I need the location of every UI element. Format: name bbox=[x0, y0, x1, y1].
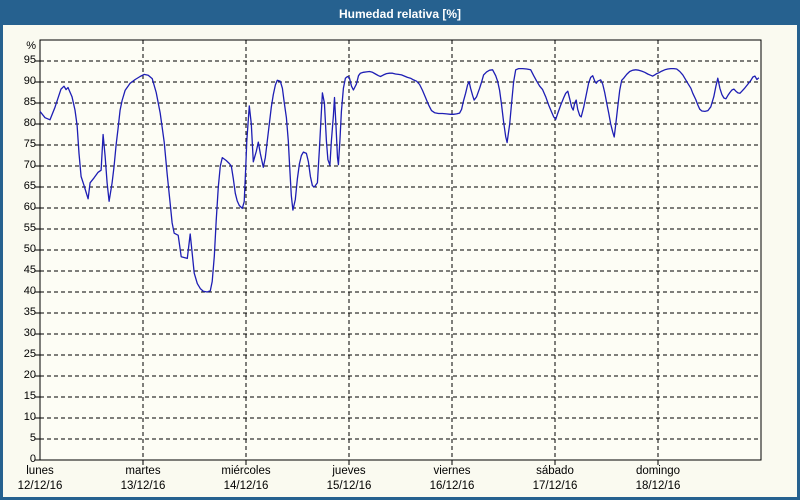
x-date-label: 18/12/16 bbox=[635, 480, 681, 492]
x-day-label: viernes bbox=[433, 465, 471, 477]
x-date-label: 13/12/16 bbox=[120, 480, 166, 492]
x-day-label: martes bbox=[125, 465, 161, 477]
y-tick-label: 25 bbox=[23, 348, 36, 360]
y-tick-label: 15 bbox=[23, 390, 36, 402]
humidity-line-chart bbox=[35, 39, 762, 465]
y-tick-label: 95 bbox=[23, 54, 36, 66]
x-day-label: jueves bbox=[332, 465, 366, 477]
x-day-label: domingo bbox=[635, 465, 681, 477]
chart-area: % 0 5 10 15 20 25 30 35 40 45 50 55 60 65 70 75 80 85 90 95… bbox=[3, 25, 797, 497]
y-tick-label: 90 bbox=[23, 75, 36, 87]
plot-border bbox=[39, 39, 762, 461]
y-tick-label: 35 bbox=[23, 306, 36, 318]
x-tick-label: sábado 17/12/16 bbox=[503, 464, 607, 494]
x-tick-label: viernes 16/12/16 bbox=[400, 464, 504, 494]
window-title: Humedad relativa [%] bbox=[338, 7, 462, 21]
y-tick-label: 50 bbox=[23, 243, 36, 255]
x-tick-label: martes 13/12/16 bbox=[91, 464, 195, 494]
x-tick-label: jueves 15/12/16 bbox=[297, 464, 401, 494]
y-tick-label: 20 bbox=[23, 369, 36, 381]
x-day-label: sábado bbox=[536, 465, 574, 477]
x-tick-label: miércoles 14/12/16 bbox=[194, 464, 298, 494]
x-date-label: 16/12/16 bbox=[429, 480, 475, 492]
x-day-label: miércoles bbox=[221, 465, 271, 477]
y-tick-label: 40 bbox=[23, 285, 36, 297]
x-date-label: 12/12/16 bbox=[17, 480, 63, 492]
y-tick-label: 60 bbox=[23, 201, 36, 213]
y-tick-label: 30 bbox=[23, 327, 36, 339]
humidity-series-line bbox=[39, 67, 760, 293]
y-tick-label: 75 bbox=[23, 138, 36, 150]
x-date-label: 17/12/16 bbox=[532, 480, 578, 492]
y-axis-unit-label: % bbox=[26, 40, 36, 52]
y-tick-label: 0 bbox=[29, 453, 36, 465]
y-tick-label: 70 bbox=[23, 159, 36, 171]
x-day-label: lunes bbox=[26, 465, 54, 477]
title-bar: Humedad relativa [%] bbox=[3, 3, 797, 25]
y-tick-label: 80 bbox=[23, 117, 36, 129]
x-tick-label: domingo 18/12/16 bbox=[606, 464, 710, 494]
y-tick-label: 85 bbox=[23, 96, 36, 108]
y-tick-label: 55 bbox=[23, 222, 36, 234]
x-date-label: 14/12/16 bbox=[223, 480, 269, 492]
x-date-label: 15/12/16 bbox=[326, 480, 372, 492]
y-tick-label: 65 bbox=[23, 180, 36, 192]
y-tick-label: 45 bbox=[23, 264, 36, 276]
y-tick-label: 5 bbox=[29, 432, 36, 444]
x-tick-label: lunes 12/12/16 bbox=[3, 464, 92, 494]
y-tick-label: 10 bbox=[23, 411, 36, 423]
